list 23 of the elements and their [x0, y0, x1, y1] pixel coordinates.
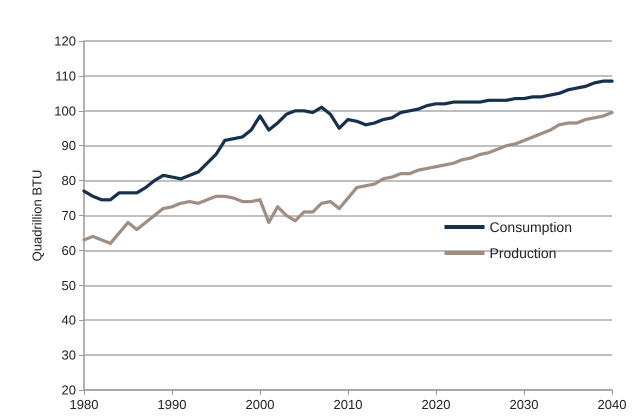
x-tick-label: 2040: [598, 397, 626, 412]
y-tick-label: 120: [54, 34, 76, 48]
y-tick-label: 70: [62, 208, 76, 223]
y-tick-label: 40: [62, 312, 76, 328]
y-axis-title: Quadrillion BTU: [29, 170, 44, 262]
y-tick-label: 20: [62, 382, 76, 398]
legend-label: Production: [490, 245, 556, 261]
line-series: [82, 110, 614, 246]
legend-label: Consumption: [490, 219, 572, 235]
y-tick-label: 30: [62, 348, 76, 363]
x-tick-label: 2020: [422, 397, 450, 412]
x-tick-label: 1980: [70, 397, 98, 412]
y-tick-label: 110: [55, 68, 76, 84]
y-tick-label: 60: [62, 242, 76, 258]
x-tick-label: 2000: [246, 397, 274, 412]
x-tick-label: 1990: [158, 397, 186, 412]
y-tick-label: 80: [62, 173, 76, 188]
y-tick-label: 100: [54, 103, 76, 118]
y-tick-label: 50: [62, 278, 76, 293]
x-tick-label: 2030: [510, 397, 538, 412]
line-series: [82, 80, 614, 202]
x-tick-label: 2010: [334, 397, 362, 412]
y-tick-label: 90: [62, 138, 76, 154]
